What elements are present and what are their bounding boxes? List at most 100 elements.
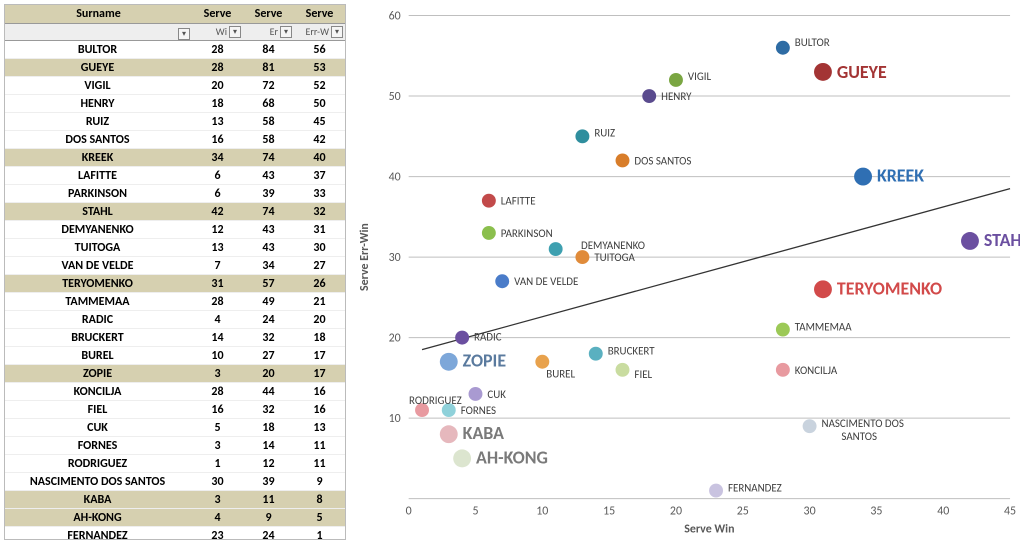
cell-err: 27 [243,347,294,365]
table-row[interactable]: VIGIL207252 [5,77,345,95]
table-row[interactable]: PARKINSON63933 [5,185,345,203]
chart-point[interactable] [575,250,589,264]
table-header-row: Surname Serve Serve Serve [5,5,345,24]
cell-ew: 11 [294,455,345,473]
table-row[interactable]: GUEYE288153 [5,59,345,77]
chevron-down-icon: ▾ [331,26,343,38]
cell-err: 81 [243,59,294,77]
cell-name: CUK [5,419,192,437]
chart-point[interactable] [961,232,979,250]
table-row[interactable]: ZOPIE32017 [5,365,345,383]
chart-point[interactable] [495,274,509,288]
table-row[interactable]: CUK51813 [5,419,345,437]
table-row[interactable]: RODRIGUEZ11211 [5,455,345,473]
cell-win: 6 [192,167,243,185]
chart-point[interactable] [440,425,458,443]
chart-point[interactable] [453,449,471,467]
chart-point[interactable] [482,194,496,208]
cell-win: 23 [192,527,243,541]
table-row[interactable]: VAN DE VELDE73427 [5,257,345,275]
chart-point[interactable] [814,63,832,81]
chart-point[interactable] [669,73,683,87]
chart-point[interactable] [575,129,589,143]
chart-point[interactable] [482,226,496,240]
table-row[interactable]: FERNANDEZ23241 [5,527,345,541]
cell-name: STAHL [5,203,192,221]
table-row[interactable]: BUREL102717 [5,347,345,365]
svg-text:25: 25 [737,505,749,519]
cell-name: RUIZ [5,113,192,131]
cell-ew: 8 [294,491,345,509]
svg-text:30: 30 [804,505,816,519]
cell-win: 12 [192,221,243,239]
chart-label: FIEL [634,368,652,381]
chart-point[interactable] [776,363,790,377]
chart-point[interactable] [616,154,630,168]
svg-text:10: 10 [536,505,548,519]
cell-ew: 37 [294,167,345,185]
cell-name: VAN DE VELDE [5,257,192,275]
table-row[interactable]: KABA3118 [5,491,345,509]
chart-point[interactable] [803,419,817,433]
filter-errwin[interactable]: Err-W▾ [296,25,343,38]
cell-name: AH-KONG [5,509,192,527]
table-row[interactable]: TAMMEMAA284921 [5,293,345,311]
svg-text:20: 20 [670,505,682,519]
chart-point[interactable] [854,168,872,186]
table-row[interactable]: TERYOMENKO315726 [5,275,345,293]
table-row[interactable]: KONCILJA284416 [5,383,345,401]
cell-ew: 42 [294,131,345,149]
chart-point[interactable] [455,331,469,345]
chart-label: DOS SANTOS [634,154,691,167]
svg-text:60: 60 [389,10,401,24]
svg-text:45: 45 [1004,505,1016,519]
chart-point[interactable] [549,242,563,256]
chart-point[interactable] [469,387,483,401]
table-row[interactable]: FORNES31411 [5,437,345,455]
table-row[interactable]: TUITOGA134330 [5,239,345,257]
cell-win: 6 [192,185,243,203]
cell-win: 3 [192,365,243,383]
table-row[interactable]: HENRY186850 [5,95,345,113]
chart-point[interactable] [709,484,723,498]
chart-point[interactable] [616,363,630,377]
cell-name: TERYOMENKO [5,275,192,293]
svg-text:40: 40 [937,505,949,519]
cell-ew: 50 [294,95,345,113]
filter-surname[interactable]: ▾ [7,28,190,40]
cell-ew: 9 [294,473,345,491]
chart-point[interactable] [440,353,458,371]
table-row[interactable]: RADIC42420 [5,311,345,329]
cell-name: DEMYANENKO [5,221,192,239]
cell-name: BULTOR [5,41,192,59]
table-row[interactable]: LAFITTE64337 [5,167,345,185]
table-row[interactable]: RUIZ135845 [5,113,345,131]
table-row[interactable]: DEMYANENKO124331 [5,221,345,239]
chart-label: CUK [487,388,506,401]
table-row[interactable]: BRUCKERT143218 [5,329,345,347]
cell-name: KABA [5,491,192,509]
table-row[interactable]: NASCIMENTO DOS SANTOS30399 [5,473,345,491]
filter-err[interactable]: Er▾ [245,25,292,38]
table-row[interactable]: BULTOR288456 [5,41,345,59]
cell-ew: 1 [294,527,345,541]
cell-err: 43 [243,239,294,257]
chart-point[interactable] [535,355,549,369]
chart-point[interactable] [776,41,790,55]
table-row[interactable]: AH-KONG495 [5,509,345,527]
chart-point[interactable] [589,347,603,361]
chart-point[interactable] [642,89,656,103]
chart-point[interactable] [776,323,790,337]
table-row[interactable]: FIEL163216 [5,401,345,419]
chart-point[interactable] [814,280,832,298]
table-row[interactable]: KREEK347440 [5,149,345,167]
table-row[interactable]: DOS SANTOS165842 [5,131,345,149]
cell-ew: 21 [294,293,345,311]
table-row[interactable]: STAHL427432 [5,203,345,221]
cell-ew: 11 [294,437,345,455]
filter-win[interactable]: Wi▾ [194,25,241,38]
chart-label: BULTOR [795,36,830,49]
col-serve-err: Serve [243,5,294,24]
cell-name: BUREL [5,347,192,365]
scatter-chart: 102030405060051015202530354045Serve WinS… [354,4,1020,540]
